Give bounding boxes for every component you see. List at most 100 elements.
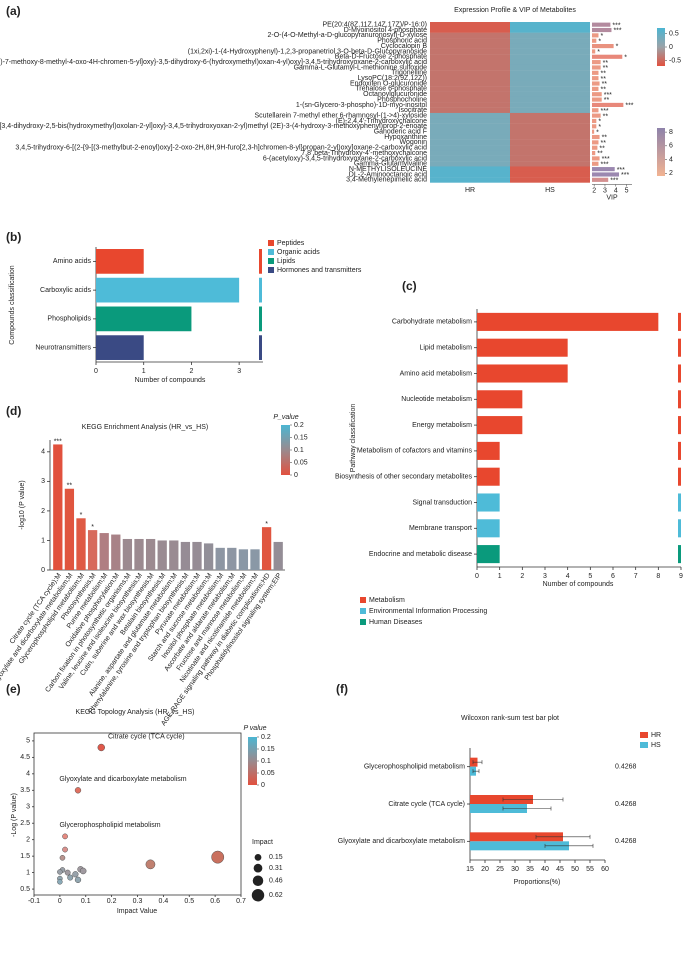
- group-indicator: [259, 249, 262, 274]
- row-label: Gamma-L-Glutamyl-L-methionine sulfoxide: [294, 64, 428, 71]
- bar: [64, 488, 75, 570]
- legend-label: Organic acids: [277, 249, 320, 256]
- point-label: Glycerophospholipid metabolism: [59, 822, 160, 829]
- vip-tick-label: 2: [592, 187, 596, 194]
- y-tick-label: Citrate cycle (TCA cycle): [388, 801, 465, 808]
- row-label: Hypoxanthine: [384, 134, 427, 141]
- row-label: Wogonin: [399, 139, 427, 146]
- bar: [470, 841, 569, 851]
- colorbar-tick-label: 0.15: [294, 434, 308, 441]
- heatmap-cell: [510, 171, 590, 178]
- point: [62, 846, 68, 853]
- colorbar: [657, 128, 665, 176]
- heatmap-cell: [430, 166, 510, 172]
- heatmap-cell: [510, 59, 590, 65]
- group-indicator: [678, 519, 681, 538]
- y-tick-label: Phospholipids: [47, 316, 91, 323]
- y-tick-label: 2: [26, 837, 30, 844]
- y-tick-label: 1: [41, 537, 45, 544]
- bar: [238, 549, 249, 570]
- heatmap-cell: [510, 129, 590, 135]
- row-label: 1-(sn-Glycero-3-phospho)-1D-myo-inositol: [296, 102, 428, 109]
- vip-bar: [592, 70, 599, 75]
- x-tick-label: 0.6: [210, 898, 220, 905]
- significance-label: ***: [621, 172, 629, 179]
- legend-label: HR: [651, 732, 661, 739]
- vip-bar: [592, 86, 599, 91]
- heatmap-cell: [430, 96, 510, 103]
- point: [79, 867, 87, 875]
- x-tick-label: 20: [481, 866, 489, 873]
- significance-label: *: [596, 129, 599, 136]
- vip-bar: [592, 38, 597, 43]
- colorbar-tick-label: 0: [294, 472, 298, 479]
- heatmap-cell: [430, 48, 510, 55]
- row-label: PE(20:4(8Z,11Z,14Z,17Z)/P-16:0): [322, 22, 427, 29]
- significance-label: **: [602, 81, 608, 88]
- significance-label: *: [624, 54, 627, 61]
- vip-bar: [592, 167, 615, 172]
- group-indicator: [259, 306, 262, 332]
- vip-bar: [592, 27, 612, 33]
- colorbar-tick-label: 0.15: [261, 746, 275, 753]
- legend-label: Peptides: [277, 240, 305, 247]
- bar: [477, 545, 500, 564]
- heatmap-cell: [430, 22, 510, 28]
- heatmap-cell: [430, 43, 510, 49]
- panel-label: (d): [6, 404, 21, 418]
- x-tick-label: 30: [511, 866, 519, 873]
- row-label: (1xi,2xi)-1-(4-Hydroxyphenyl)-1,2,3-prop…: [188, 48, 427, 55]
- size-legend-label: 0.31: [269, 865, 283, 872]
- heatmap-cell: [430, 171, 510, 178]
- heatmap-cell: [430, 139, 510, 146]
- significance-label: *: [598, 124, 601, 131]
- legend-swatch: [268, 249, 274, 255]
- bar: [99, 533, 109, 570]
- x-tick-label: 0.7: [236, 898, 246, 905]
- legend-swatch: [268, 240, 274, 246]
- y-tick-label: Biosynthesis of other secondary metaboli…: [335, 474, 472, 481]
- x-tick-label: 1: [498, 573, 502, 580]
- heatmap-cell: [430, 70, 510, 76]
- point: [57, 869, 63, 875]
- heatmap-cell: [510, 32, 590, 39]
- significance-label: **: [600, 140, 606, 147]
- significance-label: *: [598, 38, 601, 45]
- x-tick-label: 45: [556, 866, 564, 873]
- heatmap-cell: [510, 38, 590, 44]
- significance-label: **: [600, 76, 606, 83]
- vip-bar: [592, 161, 599, 166]
- x-axis-label: Impact Value: [117, 908, 157, 915]
- x-tick-label: 40: [541, 866, 549, 873]
- significance-label: **: [603, 60, 609, 67]
- y-tick-label: Carboxylic acids: [40, 287, 91, 294]
- size-legend-title: Impact: [252, 839, 273, 846]
- row-label: (E)-2,4,4'-Trihydroxychalcone: [336, 118, 427, 125]
- bar: [477, 390, 523, 409]
- x-tick-label: 0.5: [184, 898, 194, 905]
- heatmap-cell: [510, 54, 590, 60]
- significance-label: ***: [617, 167, 625, 174]
- p-value-label: 0.4268: [615, 838, 637, 845]
- point: [64, 869, 71, 876]
- x-tick-label: 8: [656, 573, 660, 580]
- point: [211, 850, 225, 864]
- heatmap-cell: [430, 27, 510, 33]
- x-tick-label: 0.1: [81, 898, 91, 905]
- vip-bar: [592, 54, 623, 59]
- heatmap-cell: [510, 161, 590, 167]
- bar: [87, 530, 98, 570]
- heatmap-cell: [510, 86, 590, 92]
- heatmap-cell: [430, 177, 510, 183]
- vip-bar: [592, 49, 596, 54]
- group-indicator: [678, 467, 681, 486]
- vip-bar: [592, 113, 601, 118]
- size-legend-label: 0.62: [269, 892, 283, 899]
- colorbar-title: P_value: [273, 414, 298, 421]
- point: [62, 833, 68, 840]
- y-tick-label: 4: [41, 449, 45, 456]
- group-indicator: [259, 277, 262, 303]
- x-tick-label: 1: [142, 368, 146, 375]
- heatmap-cell: [430, 59, 510, 65]
- y-tick-label: 1.5: [20, 853, 30, 860]
